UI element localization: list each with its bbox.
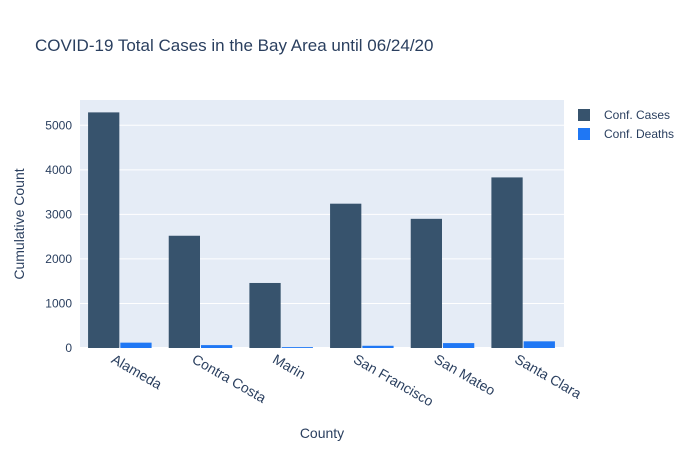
- legend-label: Conf. Cases: [604, 108, 670, 122]
- legend[interactable]: Conf. Cases Conf. Deaths: [578, 108, 674, 141]
- y-tick-label: 5000: [45, 118, 72, 132]
- legend-item-1[interactable]: Conf. Deaths: [578, 127, 674, 141]
- y-axis-title: Cumulative Count: [11, 168, 27, 279]
- bar-conf-deaths-3: [362, 345, 394, 348]
- bar-conf-deaths-5: [523, 341, 555, 348]
- y-tick-label: 0: [65, 341, 72, 355]
- bar-conf-cases-1: [168, 235, 200, 348]
- y-tick-label: 2000: [45, 252, 72, 266]
- x-tick-label: Marin: [270, 351, 308, 382]
- legend-item-0[interactable]: Conf. Cases: [578, 108, 670, 122]
- bar-conf-deaths-4: [443, 343, 475, 348]
- bars: [88, 112, 555, 348]
- y-axis-ticks: 0 1000 2000 3000 4000 5000: [45, 118, 72, 355]
- x-axis-title: County: [300, 425, 344, 441]
- bar-conf-deaths-2: [281, 347, 313, 348]
- plot-area: [80, 100, 564, 348]
- bar-conf-cases-4: [410, 218, 442, 348]
- bar-conf-cases-3: [330, 203, 362, 348]
- bar-conf-deaths-0: [120, 342, 152, 348]
- y-tick-label: 3000: [45, 207, 72, 221]
- x-axis-ticks: Alameda Contra Costa Marin San FranciscoSan…: [109, 351, 585, 410]
- legend-label: Conf. Deaths: [604, 127, 674, 141]
- y-tick-label: 4000: [45, 163, 72, 177]
- legend-swatch: [578, 128, 590, 140]
- bar-conf-cases-5: [491, 177, 523, 348]
- bar-conf-cases-0: [88, 112, 120, 348]
- x-tick-label: Santa Clara: [512, 351, 584, 402]
- legend-swatch: [578, 109, 590, 121]
- x-tick-label: Alameda: [109, 351, 165, 393]
- bar-conf-deaths-1: [201, 345, 233, 348]
- x-tick-label: San Mateo: [432, 351, 499, 399]
- y-tick-label: 1000: [45, 296, 72, 310]
- x-tick-label: San Francisco: [351, 351, 437, 410]
- bar-conf-cases-2: [249, 282, 281, 348]
- gridlines: [80, 124, 564, 349]
- chart-title: COVID-19 Total Cases in the Bay Area unt…: [35, 36, 433, 55]
- x-tick-label: Contra Costa: [190, 351, 270, 406]
